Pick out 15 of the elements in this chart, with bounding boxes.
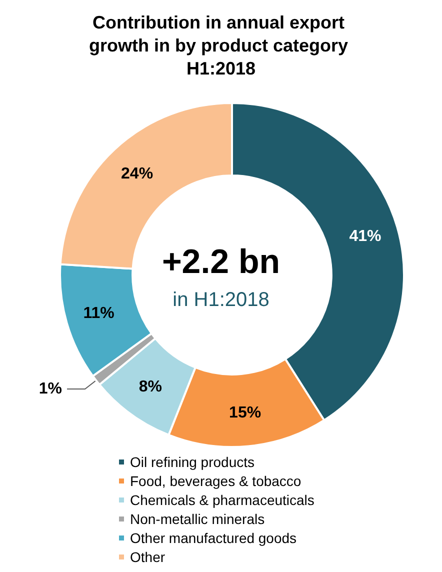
data-label: 41% (349, 228, 382, 245)
legend-label: Chemicals & pharmaceuticals (130, 492, 314, 508)
legend-label: Non-metallic minerals (130, 511, 265, 527)
legend-label: Other (130, 549, 166, 565)
legend-label: Food, beverages & tobacco (130, 473, 302, 489)
legend-label: Oil refining products (130, 454, 255, 470)
data-label: 1% (38, 380, 62, 398)
data-label: 11% (83, 305, 114, 322)
text: +2.2 bn (162, 243, 280, 281)
legend-label: Other manufactured goods (130, 530, 297, 546)
data-label: 24% (121, 165, 154, 182)
data-label: 15% (229, 404, 262, 422)
text: in H1:2018 (172, 289, 270, 311)
chart-title: Contribution in annual export growth in by product category H1:2018 (88, 12, 354, 78)
data-label: 8% (138, 378, 162, 396)
